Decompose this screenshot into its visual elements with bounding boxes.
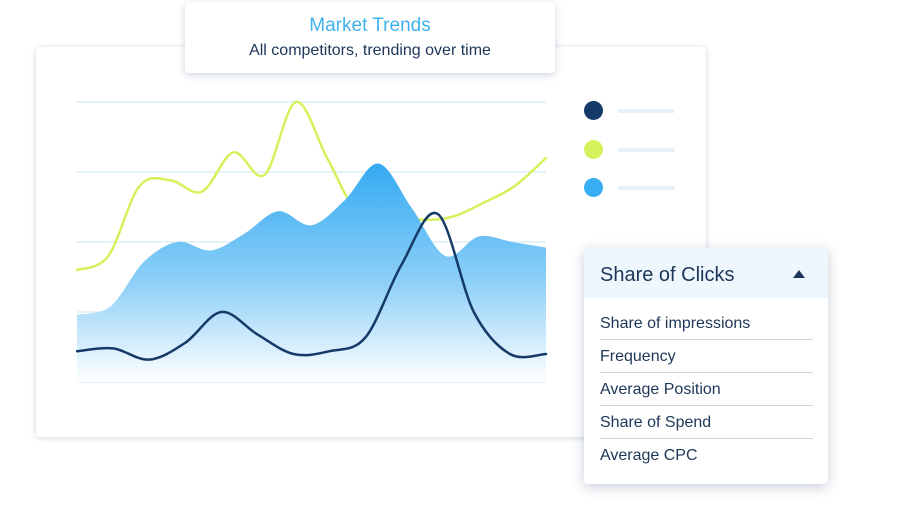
market-trends-chart	[75, 100, 548, 383]
chart-title: Market Trends	[309, 15, 431, 36]
series-blue-area	[77, 163, 546, 382]
metric-selected-value: Share of Clicks	[600, 264, 735, 286]
series-navy-line	[75, 211, 548, 361]
legend-line-lime	[618, 148, 675, 152]
legend-line-navy	[618, 109, 675, 113]
metric-option-average-cpc[interactable]: Average CPC	[600, 447, 698, 464]
chart-title-card: Market Trends All competitors, trending …	[185, 2, 555, 73]
series-lime-line	[75, 100, 548, 272]
series-layer	[75, 100, 548, 382]
metric-option-average-position[interactable]: Average Position	[600, 373, 813, 406]
legend-dot-lime	[584, 140, 603, 159]
metric-option-share-of-spend[interactable]: Share of Spend	[600, 406, 813, 439]
legend-dot-blue	[584, 178, 603, 197]
metric-option-share-of-impressions[interactable]: Share of impressions	[600, 307, 813, 340]
caret-up-icon	[793, 270, 805, 278]
metric-dropdown-toggle[interactable]: Share of Clicks	[584, 248, 828, 298]
metric-dropdown: Share of Clicks Share of impressions Fre…	[584, 248, 828, 484]
legend-dot-navy	[584, 101, 603, 120]
chart-subtitle: All competitors, trending over time	[249, 42, 491, 59]
metric-option-frequency[interactable]: Frequency	[600, 340, 813, 373]
metric-options-list: Share of impressions Frequency Average P…	[600, 307, 813, 472]
legend-line-blue	[618, 186, 675, 190]
